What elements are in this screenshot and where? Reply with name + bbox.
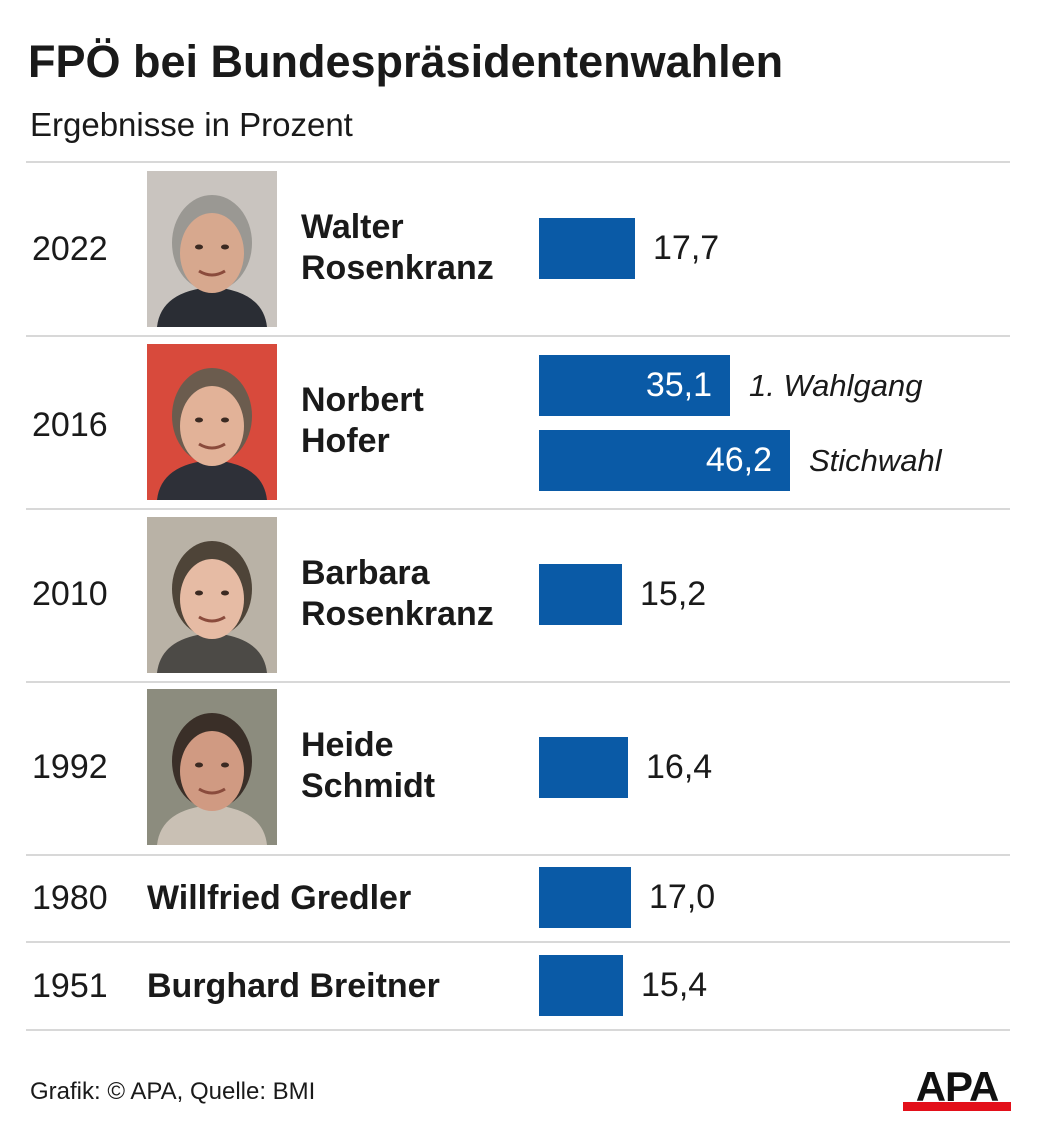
result-value-label: 46,2: [705, 441, 772, 479]
candidate-name: Heide: [301, 726, 394, 764]
row-divider: [26, 335, 1010, 337]
chart-subtitle: Ergebnisse in Prozent: [30, 106, 353, 143]
candidate-name: Barbara: [301, 554, 430, 592]
row-year: 2010: [32, 575, 108, 613]
apa-logo: APA: [903, 1068, 1011, 1114]
round-label: 1. Wahlgang: [749, 368, 923, 403]
result-bar: [539, 955, 623, 1016]
result-bar: [539, 737, 628, 798]
row-divider: [26, 508, 1010, 510]
result-bar: [539, 355, 730, 416]
apa-logo-stripe: [903, 1102, 1011, 1111]
candidate-name: Schmidt: [301, 767, 436, 805]
row-divider: [26, 681, 1010, 683]
candidate-name: Willfried Gredler: [147, 879, 412, 917]
candidate-name: Walter: [301, 208, 404, 246]
candidate-name: Burghard Breitner: [147, 967, 440, 1005]
row-year: 2022: [32, 230, 108, 268]
row-divider: [26, 161, 1010, 163]
result-value-label: 17,0: [649, 878, 716, 916]
chart-title: FPÖ bei Bundespräsidentenwahlen: [28, 36, 784, 87]
result-value-label: 35,1: [645, 366, 712, 404]
candidate-photo: [147, 689, 277, 845]
row-year: 1951: [32, 967, 108, 1005]
candidate-photo: [147, 171, 277, 327]
result-bar: [539, 430, 790, 491]
candidate-photo: [147, 344, 277, 500]
source-credit: Grafik: © APA, Quelle: BMI: [30, 1078, 316, 1105]
apa-logo-text: APA: [916, 1068, 999, 1104]
candidate-name: Rosenkranz: [301, 595, 494, 633]
result-bar: [539, 867, 631, 928]
row-divider: [26, 1029, 1010, 1031]
result-value-label: 15,4: [641, 966, 708, 1004]
row-year: 1980: [32, 879, 108, 917]
result-value-label: 16,4: [646, 748, 713, 786]
candidate-name: Rosenkranz: [301, 249, 494, 287]
candidate-name: Norbert: [301, 381, 424, 419]
row-year: 1992: [32, 748, 108, 786]
candidate-name: Hofer: [301, 422, 390, 460]
result-value-label: 15,2: [640, 575, 707, 613]
candidate-photo: [147, 517, 277, 673]
row-divider: [26, 854, 1010, 856]
result-value-label: 17,7: [653, 229, 720, 267]
result-bar: [539, 564, 622, 625]
row-divider: [26, 941, 1010, 943]
row-year: 2016: [32, 406, 108, 444]
round-label: Stichwahl: [809, 443, 942, 478]
result-bar: [539, 218, 635, 279]
